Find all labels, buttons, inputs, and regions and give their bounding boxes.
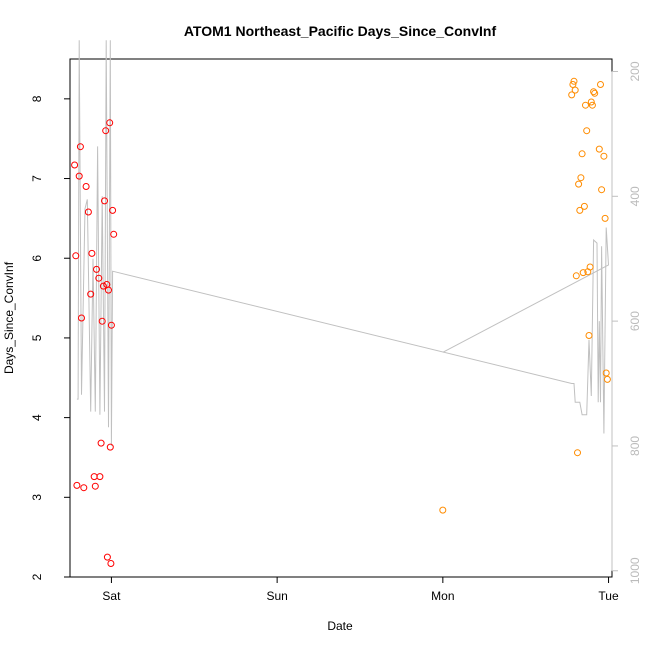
x-axis-label: Date	[327, 619, 353, 633]
data-point	[91, 482, 99, 490]
y-axis-label: Days_Since_ConvInf	[2, 261, 16, 374]
data-point	[109, 206, 117, 214]
x-tick-label: Mon	[431, 589, 454, 603]
data-point	[88, 249, 96, 257]
data-point	[93, 265, 100, 273]
data-point	[96, 473, 104, 481]
data-point	[590, 88, 598, 96]
data-point	[105, 286, 112, 294]
right-tick-label: 200	[628, 61, 642, 81]
data-point	[585, 332, 593, 339]
x-tick-label: Sat	[102, 589, 121, 603]
data-point	[75, 172, 83, 180]
data-point	[576, 206, 584, 214]
data-point	[110, 230, 118, 238]
right-tick-label: 1000	[628, 557, 642, 584]
y-tick-label: 3	[30, 494, 44, 501]
data-point	[73, 481, 81, 489]
data-point	[597, 81, 604, 88]
data-point	[95, 274, 103, 282]
data-point	[583, 127, 591, 135]
data-point	[568, 91, 576, 99]
data-point	[577, 174, 585, 182]
data-point	[600, 152, 608, 160]
y-tick-label: 7	[30, 175, 44, 182]
data-point	[601, 214, 609, 222]
data-point	[107, 321, 115, 329]
data-point	[82, 183, 90, 190]
data-point	[571, 86, 579, 94]
plot-frame	[69, 58, 613, 578]
secondary-line-layer	[76, 40, 610, 446]
data-point	[582, 101, 589, 109]
data-point	[78, 314, 85, 322]
data-point	[603, 375, 611, 383]
data-point	[87, 290, 95, 298]
right-tick-label: 800	[628, 436, 642, 456]
data-point	[602, 369, 610, 377]
data-point	[71, 161, 79, 169]
data-point	[598, 186, 606, 194]
data-point	[84, 208, 92, 216]
x-tick-label: Sun	[266, 589, 287, 603]
y-tick-label: 4	[30, 414, 44, 421]
right-axis: 200 400 600 800 1000	[611, 61, 642, 584]
data-point	[72, 252, 80, 260]
data-point	[97, 439, 105, 447]
data-point	[106, 443, 114, 451]
data-point	[76, 143, 84, 151]
chart-title: ATOM1 Northeast_Pacific Days_Since_ConvI…	[184, 23, 497, 39]
data-point	[574, 449, 581, 457]
data-point	[587, 98, 595, 106]
right-tick-label: 400	[628, 186, 642, 206]
data-point	[102, 127, 110, 135]
data-point	[99, 282, 107, 290]
x-axis: Sat Sun Mon Tue	[102, 576, 619, 603]
data-point	[101, 197, 108, 205]
data-point	[579, 269, 587, 277]
secondary-line	[76, 40, 610, 446]
y-axis: 2 3 4 5 6 7 8	[30, 95, 71, 580]
y-tick-label: 8	[30, 95, 44, 102]
data-point	[578, 150, 586, 158]
data-point	[575, 180, 583, 188]
data-point	[572, 272, 580, 280]
data-point	[595, 145, 603, 153]
data-point	[80, 484, 88, 492]
right-tick-label: 600	[628, 311, 642, 331]
data-point	[103, 553, 111, 561]
data-point	[106, 119, 114, 127]
data-point	[98, 317, 106, 325]
data-point	[570, 77, 578, 85]
y-tick-label: 2	[30, 573, 44, 580]
y-tick-label: 6	[30, 255, 44, 262]
data-point	[586, 263, 594, 271]
data-point	[439, 506, 447, 514]
data-point	[580, 202, 588, 210]
data-point	[90, 473, 98, 481]
data-point	[588, 101, 596, 109]
data-point	[591, 89, 599, 97]
x-tick-label: Tue	[598, 589, 619, 603]
points-layer	[71, 77, 611, 567]
data-point	[107, 560, 115, 567]
y-tick-label: 5	[30, 334, 44, 341]
